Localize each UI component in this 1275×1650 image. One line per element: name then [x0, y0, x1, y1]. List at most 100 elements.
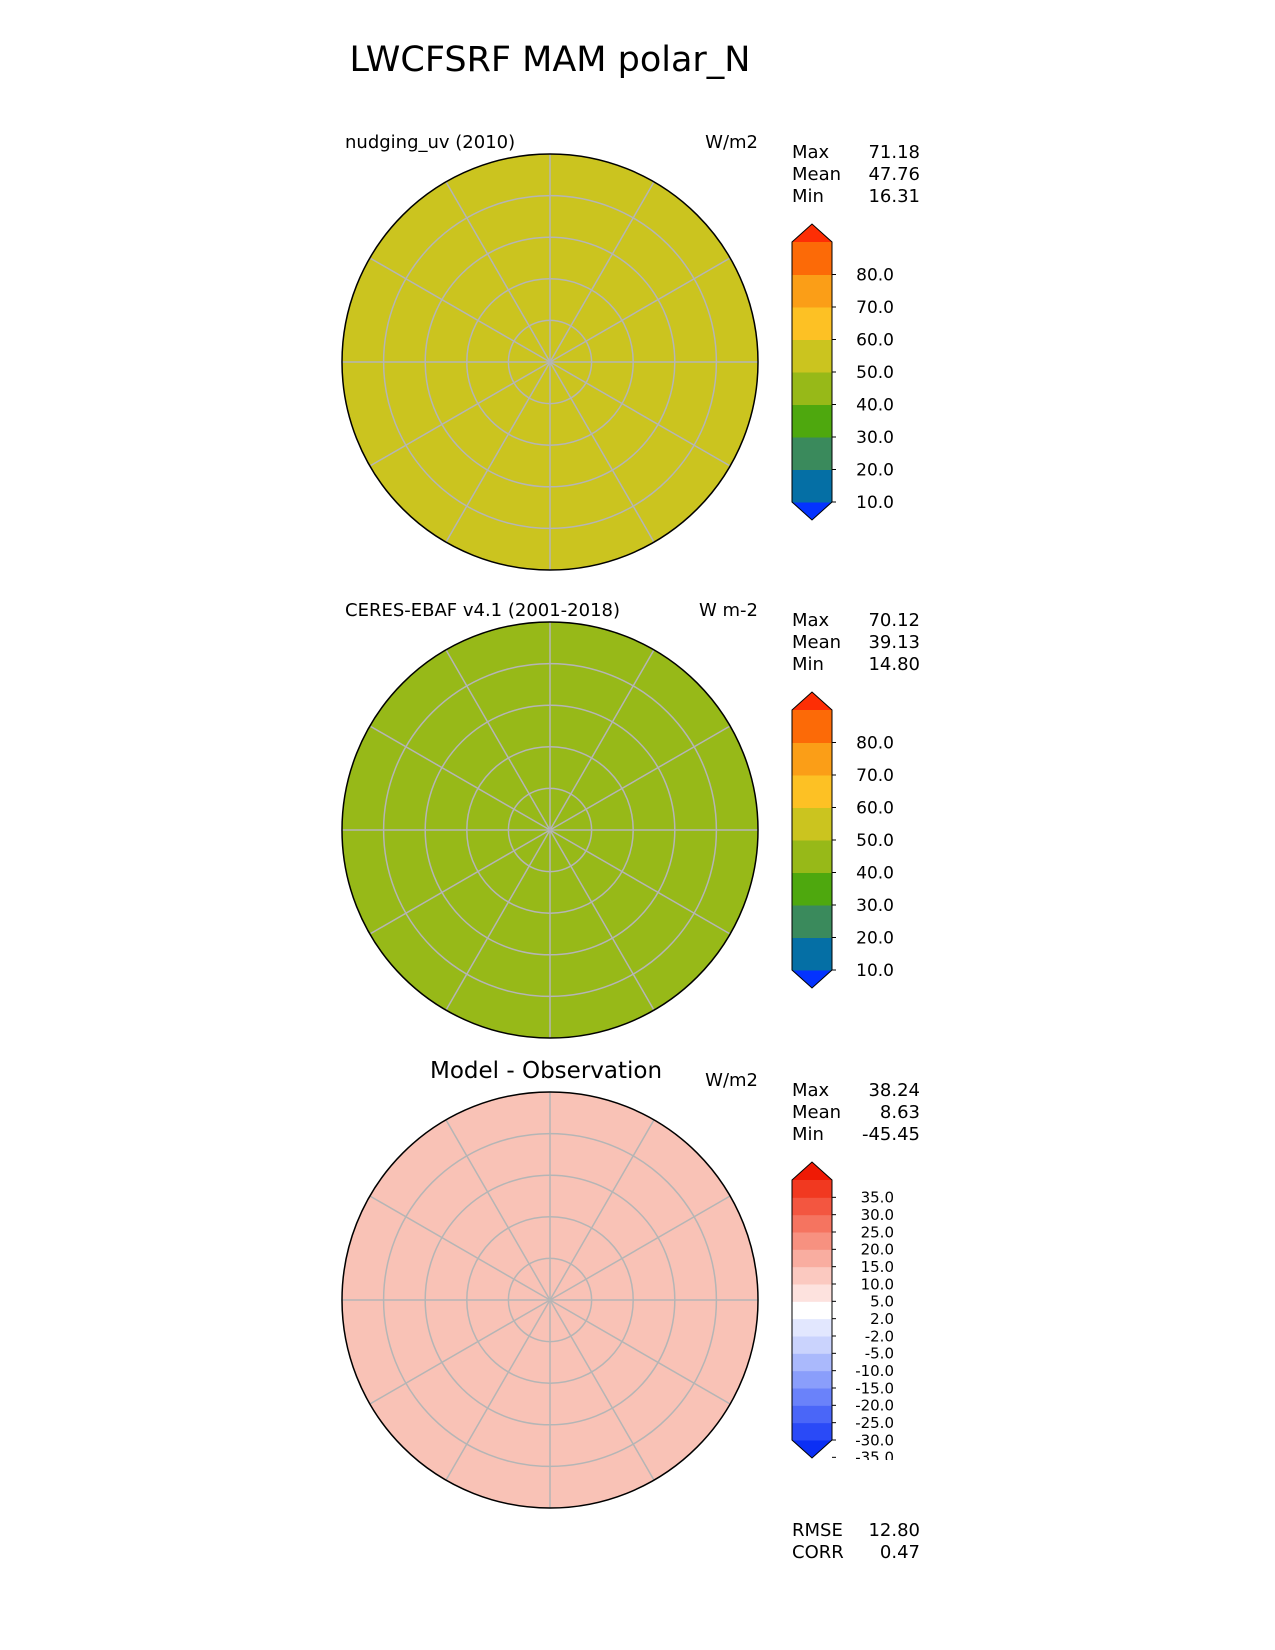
meridian-line [445, 829, 551, 1011]
colorbar-tick-label: 30.0 [856, 896, 894, 916]
stat-mean-value: 39.13 [868, 632, 920, 653]
colorbar-extension-low [792, 1440, 832, 1458]
meridian-line [549, 181, 655, 363]
meridian-line [549, 1119, 655, 1301]
colorbar-swatch [792, 274, 832, 308]
colorbar-tick-label: -35.0 [855, 1449, 894, 1460]
colorbar-swatch [792, 1249, 832, 1268]
colorbar-extension-low [792, 970, 832, 988]
panel-title: Model - Observation [430, 1058, 663, 1084]
map-boundary [341, 621, 759, 1039]
stat-mean-label: Mean [792, 164, 842, 185]
stat-mean-label: Mean [792, 1102, 842, 1123]
meridian-line [549, 829, 731, 935]
rmse-value: 12.80 [868, 1520, 920, 1541]
panel-model: nudging_uv (2010) W/m2 Max 71.18 Mean 47.7… [0, 132, 1275, 602]
meridian-line [369, 725, 551, 831]
colorbar-swatch [792, 1318, 832, 1337]
stat-max-label: Max [792, 610, 830, 631]
panel-difference: Model - Observation W/m2 Max 38.24 Mean 8.… [0, 1058, 1275, 1540]
colorbar-swatch [792, 1214, 832, 1233]
colorbar-tick-label: 30.0 [856, 428, 894, 448]
colorbar-tick-label: 40.0 [856, 863, 894, 883]
colorbar-tick-label: 30.0 [861, 1206, 894, 1224]
colorbar-extension-low [792, 502, 832, 520]
polar-map [341, 153, 759, 571]
colorbar-swatch [792, 1197, 832, 1216]
stats-box: Max 38.24 Mean 8.63 Min -45.45 [792, 1080, 920, 1146]
meridian-line [369, 829, 551, 935]
colorbar-tick-label: 20.0 [856, 928, 894, 948]
colorbar-tick-label: 2.0 [870, 1310, 894, 1328]
stats-box: Max 70.12 Mean 39.13 Min 14.80 [792, 610, 920, 676]
stat-min-label: Min [792, 186, 824, 207]
colorbar-swatch [792, 469, 832, 503]
panel-title: CERES-EBAF v4.1 (2001-2018) [345, 600, 621, 621]
colorbar-swatch [792, 1422, 832, 1441]
meridian-line [445, 361, 551, 543]
units-label: W/m2 [705, 1070, 758, 1091]
stat-mean-value: 47.76 [868, 164, 920, 185]
units-label: W/m2 [705, 132, 758, 153]
colorbar-tick-label: -5.0 [865, 1345, 894, 1363]
polar-map [341, 1091, 759, 1509]
colorbar-swatch [792, 1284, 832, 1302]
colorbar-swatch [792, 1405, 832, 1424]
meridian-line [549, 361, 731, 467]
colorbar-swatch [792, 872, 832, 906]
colorbar-tick-label: 80.0 [856, 265, 894, 285]
colorbar-extension-high [792, 224, 832, 242]
meridian-line [549, 649, 655, 831]
colorbar-tick-label: 10.0 [856, 493, 894, 513]
polar-map [341, 621, 759, 1039]
colorbar-swatch [792, 307, 832, 340]
colorbar-tick-label: 10.0 [861, 1275, 894, 1293]
colorbar-swatch [792, 905, 832, 938]
colorbar-swatch [792, 404, 832, 438]
colorbar-tick-label: 15.0 [861, 1258, 894, 1276]
meridian-line [445, 649, 551, 831]
panel-title: nudging_uv (2010) [345, 132, 516, 153]
colorbar-swatch [792, 1301, 832, 1320]
panel-observation: CERES-EBAF v4.1 (2001-2018) W m-2 Max 70.… [0, 600, 1275, 1070]
colorbar-tick-label: -2.0 [865, 1327, 894, 1345]
colorbar-extension-high [792, 1162, 832, 1180]
colorbar-tick-label: 60.0 [856, 330, 894, 350]
colorbar-tick-label: 20.0 [861, 1241, 894, 1259]
colorbar-tick-label: 70.0 [856, 766, 894, 786]
meridian-line [549, 361, 655, 543]
colorbar-swatch [792, 937, 832, 971]
stat-min-label: Min [792, 1124, 824, 1145]
map-boundary [341, 1091, 759, 1509]
meridian-line [445, 181, 551, 363]
stat-max-value: 71.18 [868, 142, 920, 163]
colorbar-tick-label: -15.0 [855, 1379, 894, 1397]
stat-min-label: Min [792, 654, 824, 675]
colorbar-swatch [792, 242, 832, 275]
colorbar-swatch [792, 1232, 832, 1250]
colorbar-swatch [792, 339, 832, 373]
colorbar-tick-label: -10.0 [855, 1362, 894, 1380]
stat-min-value: 16.31 [868, 186, 920, 207]
colorbar-tick-label: 10.0 [856, 961, 894, 981]
colorbar-tick-label: 50.0 [856, 831, 894, 851]
colorbar-swatch [792, 1370, 832, 1389]
meridian-line [369, 1299, 551, 1405]
colorbar-swatch [792, 775, 832, 808]
meridian-line [369, 1195, 551, 1301]
meridian-line [549, 1299, 655, 1481]
rmse-label: RMSE [792, 1520, 843, 1541]
colorbar-swatch [792, 1353, 832, 1372]
stat-mean-value: 8.63 [879, 1102, 920, 1123]
colorbar-tick-label: 25.0 [861, 1223, 894, 1241]
colorbar-swatch [792, 742, 832, 776]
colorbar-swatch [792, 1388, 832, 1406]
stat-max-value: 70.12 [868, 610, 920, 631]
stats-box: Max 71.18 Mean 47.76 Min 16.31 [792, 142, 920, 208]
colorbar-swatch [792, 1336, 832, 1354]
stat-max-label: Max [792, 1080, 830, 1101]
stat-max-label: Max [792, 142, 830, 163]
colorbar-tick-label: 40.0 [856, 395, 894, 415]
colorbar-tick-label: 5.0 [870, 1293, 894, 1311]
rmse-corr-box: RMSE 12.80 CORR 0.47 [792, 1520, 920, 1564]
